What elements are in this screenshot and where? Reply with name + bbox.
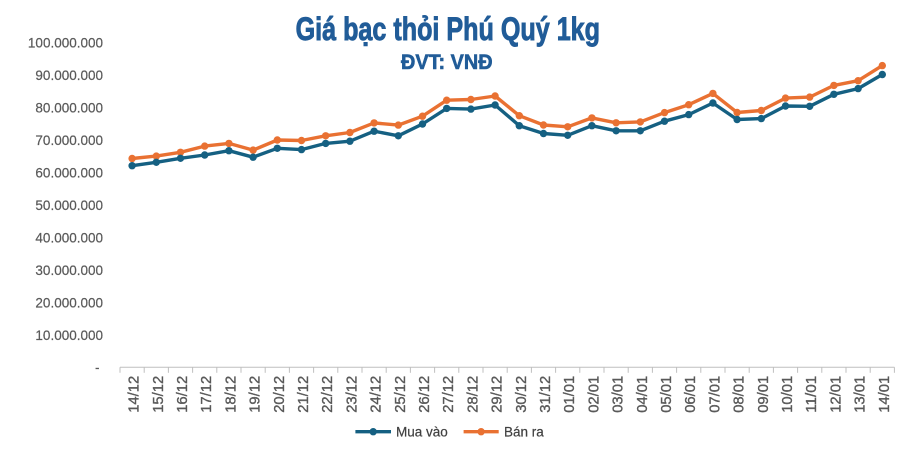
svg-text:-: -	[95, 360, 100, 375]
svg-text:25/12: 25/12	[393, 376, 409, 413]
svg-text:02/01: 02/01	[586, 376, 602, 413]
svg-text:40.000.000: 40.000.000	[35, 230, 103, 245]
svg-text:70.000.000: 70.000.000	[35, 133, 103, 148]
svg-text:50.000.000: 50.000.000	[35, 198, 103, 213]
svg-text:26/12: 26/12	[417, 376, 433, 413]
svg-text:01/01: 01/01	[562, 376, 578, 413]
svg-text:20.000.000: 20.000.000	[35, 296, 103, 311]
svg-text:28/12: 28/12	[465, 376, 481, 413]
svg-text:16/12: 16/12	[175, 376, 191, 413]
svg-text:14/01: 14/01	[877, 376, 893, 413]
svg-text:24/12: 24/12	[369, 376, 385, 413]
svg-text:08/01: 08/01	[732, 376, 748, 413]
svg-text:Bán ra: Bán ra	[504, 424, 544, 439]
svg-text:19/12: 19/12	[248, 376, 264, 413]
svg-text:11/01: 11/01	[804, 376, 820, 413]
svg-text:06/01: 06/01	[683, 376, 699, 413]
svg-text:12/01: 12/01	[828, 376, 844, 413]
svg-text:15/12: 15/12	[151, 376, 167, 413]
svg-text:ĐVT: VNĐ: ĐVT: VNĐ	[401, 50, 493, 74]
svg-text:10/01: 10/01	[780, 376, 796, 413]
svg-text:22/12: 22/12	[320, 376, 336, 413]
svg-text:29/12: 29/12	[490, 376, 506, 413]
svg-text:90.000.000: 90.000.000	[35, 68, 103, 83]
svg-text:30/12: 30/12	[514, 376, 530, 413]
svg-text:05/01: 05/01	[659, 376, 675, 413]
svg-text:27/12: 27/12	[441, 376, 457, 413]
svg-text:09/01: 09/01	[756, 376, 772, 413]
svg-text:31/12: 31/12	[538, 376, 554, 413]
svg-text:13/01: 13/01	[853, 376, 869, 413]
svg-text:03/01: 03/01	[611, 376, 627, 413]
svg-text:100.000.000: 100.000.000	[28, 35, 103, 50]
svg-text:17/12: 17/12	[199, 376, 215, 413]
svg-text:Mua vào: Mua vào	[396, 424, 448, 439]
svg-text:21/12: 21/12	[296, 376, 312, 413]
svg-text:80.000.000: 80.000.000	[35, 100, 103, 115]
svg-text:30.000.000: 30.000.000	[35, 263, 103, 278]
svg-text:07/01: 07/01	[707, 376, 723, 413]
svg-text:60.000.000: 60.000.000	[35, 165, 103, 180]
svg-text:14/12: 14/12	[127, 376, 143, 413]
svg-text:23/12: 23/12	[344, 376, 360, 413]
svg-text:20/12: 20/12	[272, 376, 288, 413]
svg-text:04/01: 04/01	[635, 376, 651, 413]
svg-text:Giá bạc thỏi Phú Quý 1kg: Giá bạc thỏi Phú Quý 1kg	[296, 11, 600, 47]
svg-text:18/12: 18/12	[223, 376, 239, 413]
svg-text:10.000.000: 10.000.000	[35, 328, 103, 343]
